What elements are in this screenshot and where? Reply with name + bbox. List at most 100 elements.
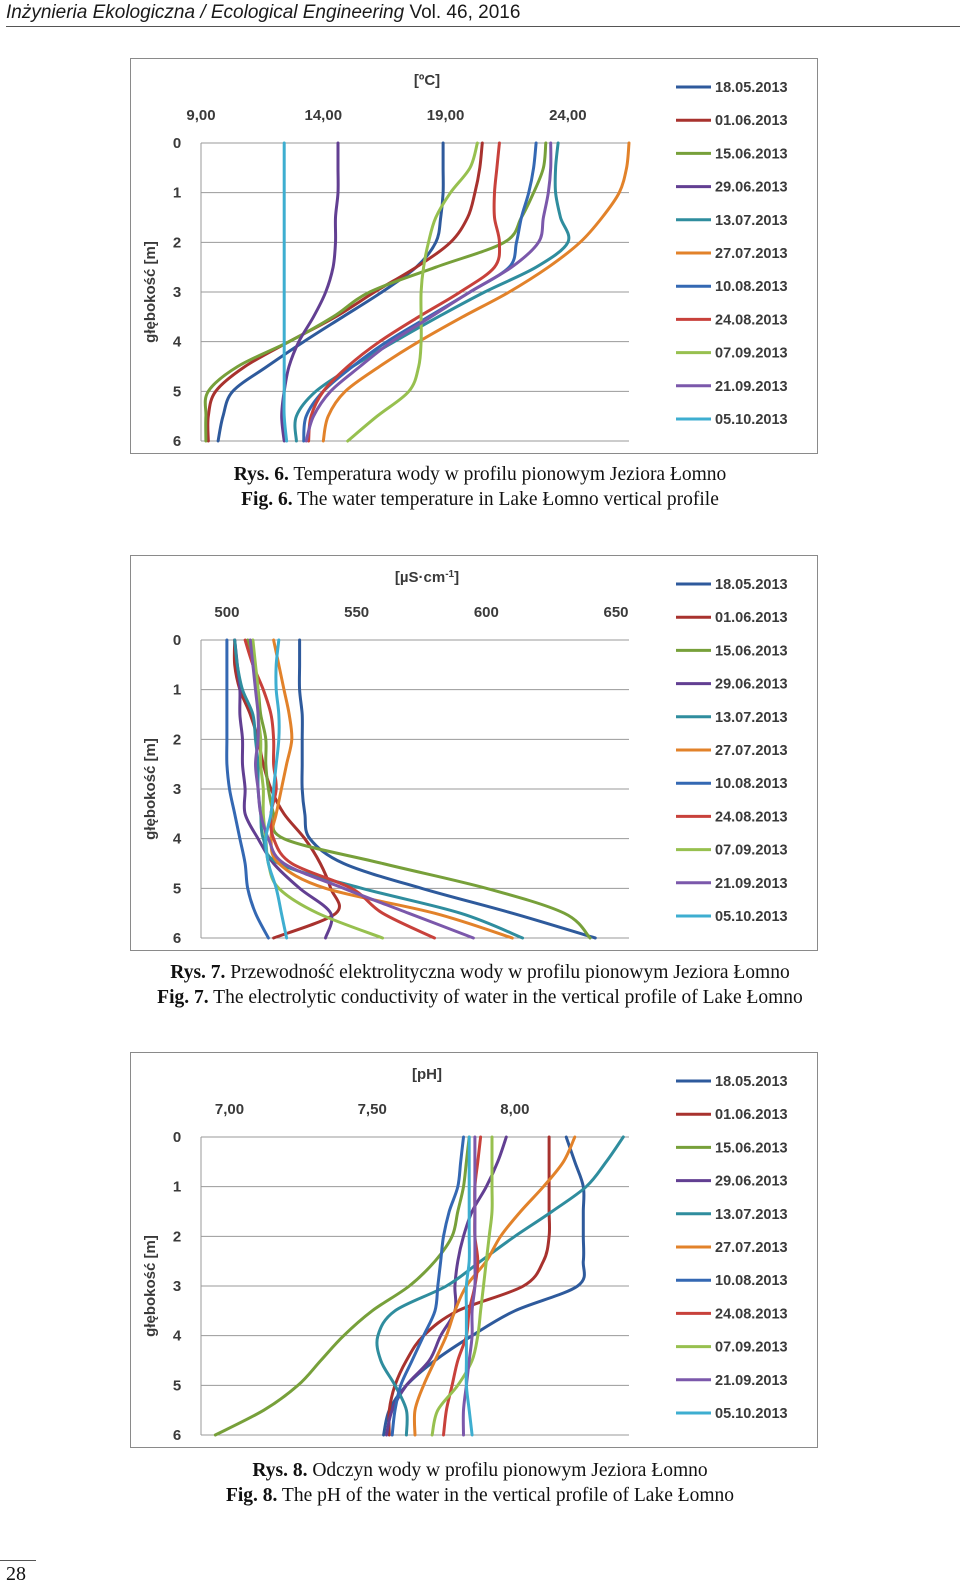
series-line-21.09.2013 bbox=[304, 141, 553, 443]
caption-text: Temperatura wody w profilu pionowym Jezi… bbox=[288, 464, 727, 485]
series-line-05.10.2013 bbox=[282, 141, 289, 443]
caption-text: Odczyn wody w profilu pionowym Jeziora Ł… bbox=[307, 1460, 708, 1481]
legend-label: 07.09.2013 bbox=[715, 1340, 788, 1356]
legend-label: 05.10.2013 bbox=[715, 909, 788, 925]
legend-label: 21.09.2013 bbox=[715, 379, 788, 395]
y-tick-label: 2 bbox=[173, 234, 181, 251]
y-tick-label: 5 bbox=[173, 880, 181, 897]
x-tick-label: 7,50 bbox=[358, 1101, 387, 1118]
legend-label: 05.10.2013 bbox=[715, 412, 788, 428]
x-tick-label: 600 bbox=[474, 604, 499, 621]
x-tick-label: 650 bbox=[604, 604, 629, 621]
y-axis-title: głębokość [m] bbox=[142, 241, 159, 343]
series-line-10.08.2013 bbox=[390, 1135, 465, 1437]
y-tick-label: 3 bbox=[173, 781, 181, 798]
y-tick-label: 4 bbox=[173, 334, 182, 351]
legend-label: 18.05.2013 bbox=[715, 80, 788, 96]
caption-fig-7: Rys. 7. Przewodność elektrolityczna wody… bbox=[0, 960, 960, 1010]
legend-label: 01.06.2013 bbox=[715, 1107, 788, 1123]
legend-label: 01.06.2013 bbox=[715, 113, 788, 129]
legend-label: 18.05.2013 bbox=[715, 1074, 788, 1090]
y-tick-label: 4 bbox=[173, 1328, 182, 1345]
caption-en: Fig. 8. The pH of the water in the verti… bbox=[0, 1483, 960, 1508]
series-line-18.05.2013 bbox=[297, 638, 597, 940]
series-line-29.06.2013 bbox=[233, 638, 334, 940]
series-line-24.08.2013 bbox=[243, 638, 436, 940]
series-line-27.07.2013 bbox=[321, 141, 631, 443]
x-tick-label: 500 bbox=[214, 604, 239, 621]
x-tick-label: 8,00 bbox=[500, 1101, 529, 1118]
temperature-chart: [ºC] 9,00 14,00 19,00 24,00 0 1 2 3 4 5 6 głębokość … bbox=[142, 72, 788, 450]
legend-label: 29.06.2013 bbox=[715, 180, 788, 196]
legend-label: 13.07.2013 bbox=[715, 1207, 788, 1223]
legend-label: 24.08.2013 bbox=[715, 312, 788, 328]
footer-rule bbox=[0, 1560, 36, 1561]
legend-label: 15.06.2013 bbox=[715, 643, 788, 659]
caption-fig-8: Rys. 8. Odczyn wody w profilu pionowym J… bbox=[0, 1458, 960, 1508]
legend-label: 10.08.2013 bbox=[715, 1273, 788, 1289]
series-line-18.05.2013 bbox=[216, 141, 445, 443]
y-tick-label: 6 bbox=[173, 1427, 181, 1444]
y-tick-label: 0 bbox=[173, 632, 181, 649]
legend-label: 07.09.2013 bbox=[715, 843, 788, 859]
y-tick-label: 2 bbox=[173, 731, 181, 748]
y-tick-label: 6 bbox=[173, 930, 181, 947]
caption-en: Fig. 7. The electrolytic conductivity of… bbox=[0, 985, 960, 1010]
unit-superscript: -1 bbox=[445, 569, 454, 580]
caption-en: Fig. 6. The water temperature in Lake Ło… bbox=[0, 487, 960, 512]
x-tick-label: 9,00 bbox=[186, 107, 215, 124]
series-line-05.10.2013 bbox=[464, 1135, 474, 1437]
figure-temperature: [ºC] 9,00 14,00 19,00 24,00 0 1 2 3 4 5 6 głębokość … bbox=[130, 58, 818, 454]
legend-label: 13.07.2013 bbox=[715, 213, 788, 229]
series-line-24.08.2013 bbox=[307, 141, 502, 443]
caption-text: The electrolytic conductivity of water i… bbox=[208, 987, 803, 1008]
series-line-29.06.2013 bbox=[385, 1135, 508, 1437]
series-line-15.06.2013 bbox=[213, 1135, 471, 1437]
legend-label: 10.08.2013 bbox=[715, 776, 788, 792]
running-head: Inżynieria Ekologiczna / Ecological Engi… bbox=[6, 2, 520, 24]
series-line-07.09.2013 bbox=[430, 1135, 494, 1437]
caption-pl: Rys. 7. Przewodność elektrolityczna wody… bbox=[0, 960, 960, 985]
legend-label: 27.07.2013 bbox=[715, 246, 788, 262]
unit-label: [pH] bbox=[412, 1066, 442, 1083]
series-line-10.08.2013 bbox=[225, 638, 270, 940]
legend-label: 15.06.2013 bbox=[715, 1140, 788, 1156]
x-tick-label: 14,00 bbox=[305, 107, 343, 124]
legend-label: 29.06.2013 bbox=[715, 1174, 788, 1190]
y-tick-label: 5 bbox=[173, 1377, 181, 1394]
y-tick-label: 2 bbox=[173, 1228, 181, 1245]
caption-label: Fig. 6. bbox=[241, 489, 293, 510]
legend-label: 27.07.2013 bbox=[715, 743, 788, 759]
y-tick-label: 0 bbox=[173, 135, 181, 152]
x-tick-label: 24,00 bbox=[549, 107, 587, 124]
y-tick-label: 1 bbox=[173, 682, 181, 699]
journal-volume: Vol. 46, 2016 bbox=[404, 2, 521, 23]
series-line-05.10.2013 bbox=[264, 638, 289, 940]
series-line-21.09.2013 bbox=[248, 638, 475, 940]
x-tick-label: 7,00 bbox=[215, 1101, 244, 1118]
series-line-07.09.2013 bbox=[346, 141, 479, 443]
series-line-15.06.2013 bbox=[203, 141, 548, 443]
caption-label: Rys. 6. bbox=[233, 464, 289, 485]
caption-label: Rys. 8. bbox=[252, 1460, 308, 1481]
caption-text: The water temperature in Lake Łomno vert… bbox=[292, 489, 719, 510]
y-tick-label: 3 bbox=[173, 1278, 181, 1295]
x-tick-label: 19,00 bbox=[427, 107, 465, 124]
legend-label: 24.08.2013 bbox=[715, 809, 788, 825]
legend-label: 07.09.2013 bbox=[715, 346, 788, 362]
ph-chart: [pH] 7,00 7,50 8,00 0 1 2 3 4 5 6 głębokość [m] 18.0… bbox=[142, 1066, 788, 1444]
legend-label: 13.07.2013 bbox=[715, 710, 788, 726]
legend-label: 24.08.2013 bbox=[715, 1306, 788, 1322]
caption-pl: Rys. 6. Temperatura wody w profilu piono… bbox=[0, 462, 960, 487]
y-axis-title: głębokość [m] bbox=[142, 1235, 159, 1337]
unit-label: [µS·cm-1] bbox=[395, 569, 459, 587]
y-tick-label: 0 bbox=[173, 1129, 181, 1146]
legend-label: 29.06.2013 bbox=[715, 677, 788, 693]
y-tick-label: 1 bbox=[173, 1179, 181, 1196]
series-line-01.06.2013 bbox=[206, 141, 484, 443]
caption-pl: Rys. 8. Odczyn wody w profilu pionowym J… bbox=[0, 1458, 960, 1483]
conductivity-chart: [µS·cm-1] 500 550 600 650 0 1 2 3 4 5 6 głębokość [m… bbox=[142, 569, 788, 948]
legend-label: 21.09.2013 bbox=[715, 1373, 788, 1389]
legend-label: 05.10.2013 bbox=[715, 1406, 788, 1422]
y-axis-title: głębokość [m] bbox=[142, 738, 159, 840]
